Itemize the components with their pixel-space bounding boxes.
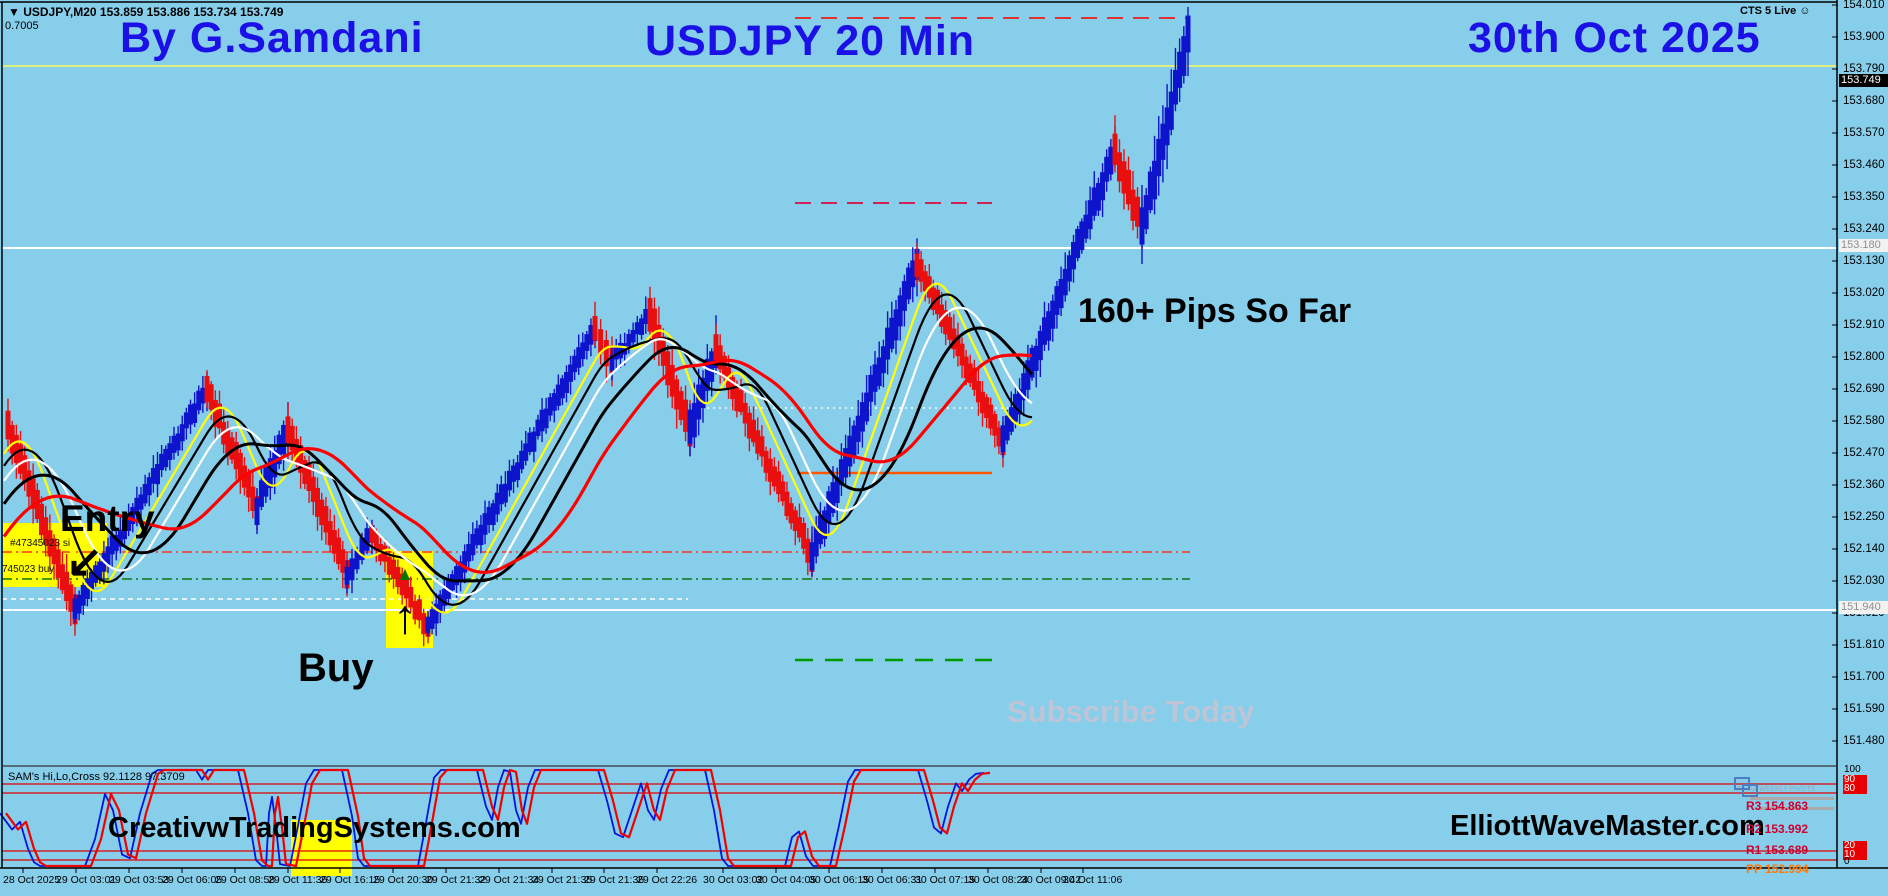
price-tick-label: 153.680 [1843,95,1885,107]
time-tick-label: 29 Oct 22:26 [637,874,698,886]
price-badge: 153.180 [1839,239,1888,252]
oscillator-scale-label: 20 [1843,841,1867,851]
oscillator-scale-label: 10 [1843,850,1867,860]
price-tick-label: 153.790 [1843,63,1885,75]
oscillator-scale-label: 90 [1843,775,1867,785]
price-tick-label: 152.250 [1843,511,1885,523]
price-tick-label: 152.470 [1843,447,1885,459]
time-tick-label: 30 Oct 11:06 [1063,874,1123,886]
symbol-ohlc-line[interactable]: ▼ USDJPY,M20 153.859 153.886 153.734 153… [8,5,284,19]
time-tick-label: 30 Oct 03:02 [703,874,764,886]
price-tick-label: 151.480 [1843,735,1885,747]
price-tick-label: 154.010 [1843,0,1885,11]
price-tick-label: 153.900 [1843,31,1885,43]
pivot-level-label: R2 153.992 [1746,822,1809,836]
price-tick-label: 151.700 [1843,671,1885,683]
price-tick-label: 151.590 [1843,703,1885,715]
price-badge: 151.940 [1839,601,1888,614]
site-watermark-right: ElliottWaveMaster.com [1450,810,1765,842]
restore-window-icon-back[interactable] [1742,784,1758,797]
price-tick-label: 152.690 [1843,383,1885,395]
pivot-level-label: PP 152.994 [1746,862,1809,876]
pivot-level-label: R3 154.863 [1746,799,1809,813]
price-tick-label: 152.360 [1843,479,1885,491]
divider-line [1758,807,1834,810]
price-tick-label: 151.810 [1843,639,1885,651]
moving-averages [2,282,1034,614]
price-tick-label: 152.910 [1843,319,1885,331]
time-tick-label: 29 Oct 11:36 [268,874,328,886]
time-tick-label: 29 Oct 21:36 [584,874,645,886]
time-tick-label: 30 Oct 09:42 [1021,874,1082,886]
date-banner: 30th Oct 2025 [1468,14,1761,62]
entry-label: Entry [60,498,155,539]
price-tick-label: 152.800 [1843,351,1885,363]
trade-ticket-buy-note: 745023 buy [2,564,55,575]
time-tick-label: 29 Oct 03:01 [56,874,117,886]
time-tick-label: 29 Oct 06:05 [162,874,223,886]
chart-borders [0,0,1888,873]
oscillator-scale-label: 80 [1843,784,1867,794]
pivot-level-label: R1 153.689 [1746,843,1809,857]
time-tick-label: 29 Oct 16:15 [320,874,381,886]
site-watermark-left: CreativwTradingSystems.com [108,812,521,844]
time-tick-label: 29 Oct 20:30 [373,874,434,886]
price-tick-label: 153.020 [1843,287,1885,299]
time-tick-label: 29 Oct 03:53 [109,874,170,886]
time-tick-label: 30 Oct 04:05 [756,874,817,886]
price-badge: 153.749 [1839,74,1888,87]
divider-line [1750,797,1834,800]
buy-label: Buy [298,646,374,690]
oscillator-levels [2,783,1837,861]
buy-signal-marker [400,569,410,580]
price-tick-label: 152.140 [1843,543,1885,555]
spread-value: 0.7005 [5,20,39,32]
author-banner: By G.Samdani [120,14,424,62]
buy-arrow-icon: ↑ [393,591,417,644]
time-tick-label: 29 Oct 21:34 [479,874,540,886]
price-tick-label: 152.030 [1843,575,1885,587]
time-tick-label: 30 Oct 08:24 [968,874,1029,886]
time-tick-label: 29 Oct 08:58 [215,874,276,886]
broker-status: CTS 5 Live ☺ [1740,5,1811,17]
price-tick-label: 153.130 [1843,255,1885,267]
chart-title: USDJPY 20 Min [645,17,976,65]
price-tick-label: 152.580 [1843,415,1885,427]
price-tick-label: 153.240 [1843,223,1885,235]
trade-ticket-sell-note: #47345023 si [10,538,71,549]
subscribe-watermark: Subscribe Today [1007,694,1255,729]
candles-layer [5,6,1191,647]
entry-arrow-icon: ↙ [66,537,103,586]
price-level-lines [2,17,1837,662]
oscillator-scale-label: 0 [1844,856,1850,867]
time-tick-label: 28 Oct 2025 [3,874,61,886]
pivot-note: FX-AA WEEKLY PIVOTS [1737,786,1816,793]
price-tick-label: 153.460 [1843,159,1885,171]
pips-annotation: 160+ Pips So Far [1078,292,1352,330]
time-tick-label: 29 Oct 21:32 [426,874,487,886]
price-tick-label: 153.350 [1843,191,1885,203]
time-tick-label: 30 Oct 07:15 [915,874,976,886]
time-tick-label: 30 Oct 06:15 [809,874,870,886]
oscillator-lines [0,768,991,868]
price-tick-label: 153.570 [1843,127,1885,139]
time-tick-label: 30 Oct 06:31 [862,874,923,886]
oscillator-scale-label: 100 [1844,764,1861,775]
time-tick-label: 29 Oct 21:35 [532,874,593,886]
indicator-label: SAM's Hi,Lo,Cross 92.1128 97.3709 [8,771,185,783]
